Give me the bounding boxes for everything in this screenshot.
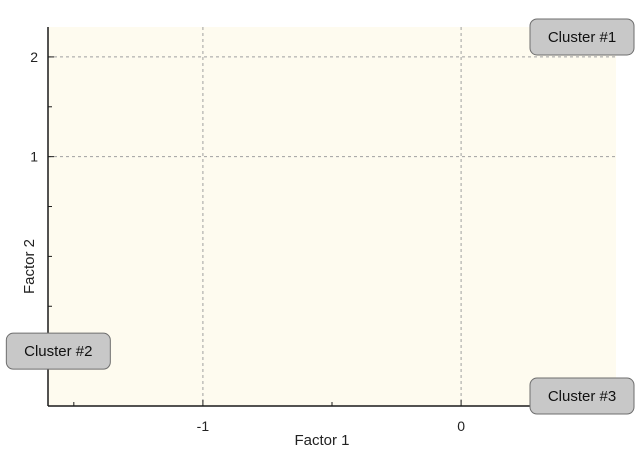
y-tick-label: 1 [30, 149, 38, 165]
cluster-label: Cluster #3 [529, 377, 635, 415]
y-tick-label: 2 [30, 49, 38, 65]
cluster-label-text: Cluster #3 [548, 388, 616, 405]
cluster-label-text: Cluster #2 [24, 343, 92, 360]
x-axis-title: Factor 1 [294, 432, 349, 449]
cluster-label: Cluster #2 [5, 332, 111, 370]
cluster-label-text: Cluster #1 [548, 29, 616, 46]
y-axis-title: Factor 2 [21, 239, 38, 294]
cluster-label-box [5, 332, 111, 370]
x-tick-label: -1 [197, 418, 210, 434]
x-tick-label: 0 [457, 418, 465, 434]
cluster-label-box [529, 377, 635, 415]
grid-lines [48, 27, 616, 406]
plot-area [48, 27, 616, 406]
ticks: -1 0 1 2 [30, 49, 465, 434]
cluster-label-box [529, 18, 635, 56]
cluster-labels: Cluster #1 Cluster #2 Cluster #3 [5, 18, 635, 415]
cluster-label: Cluster #1 [529, 18, 635, 56]
